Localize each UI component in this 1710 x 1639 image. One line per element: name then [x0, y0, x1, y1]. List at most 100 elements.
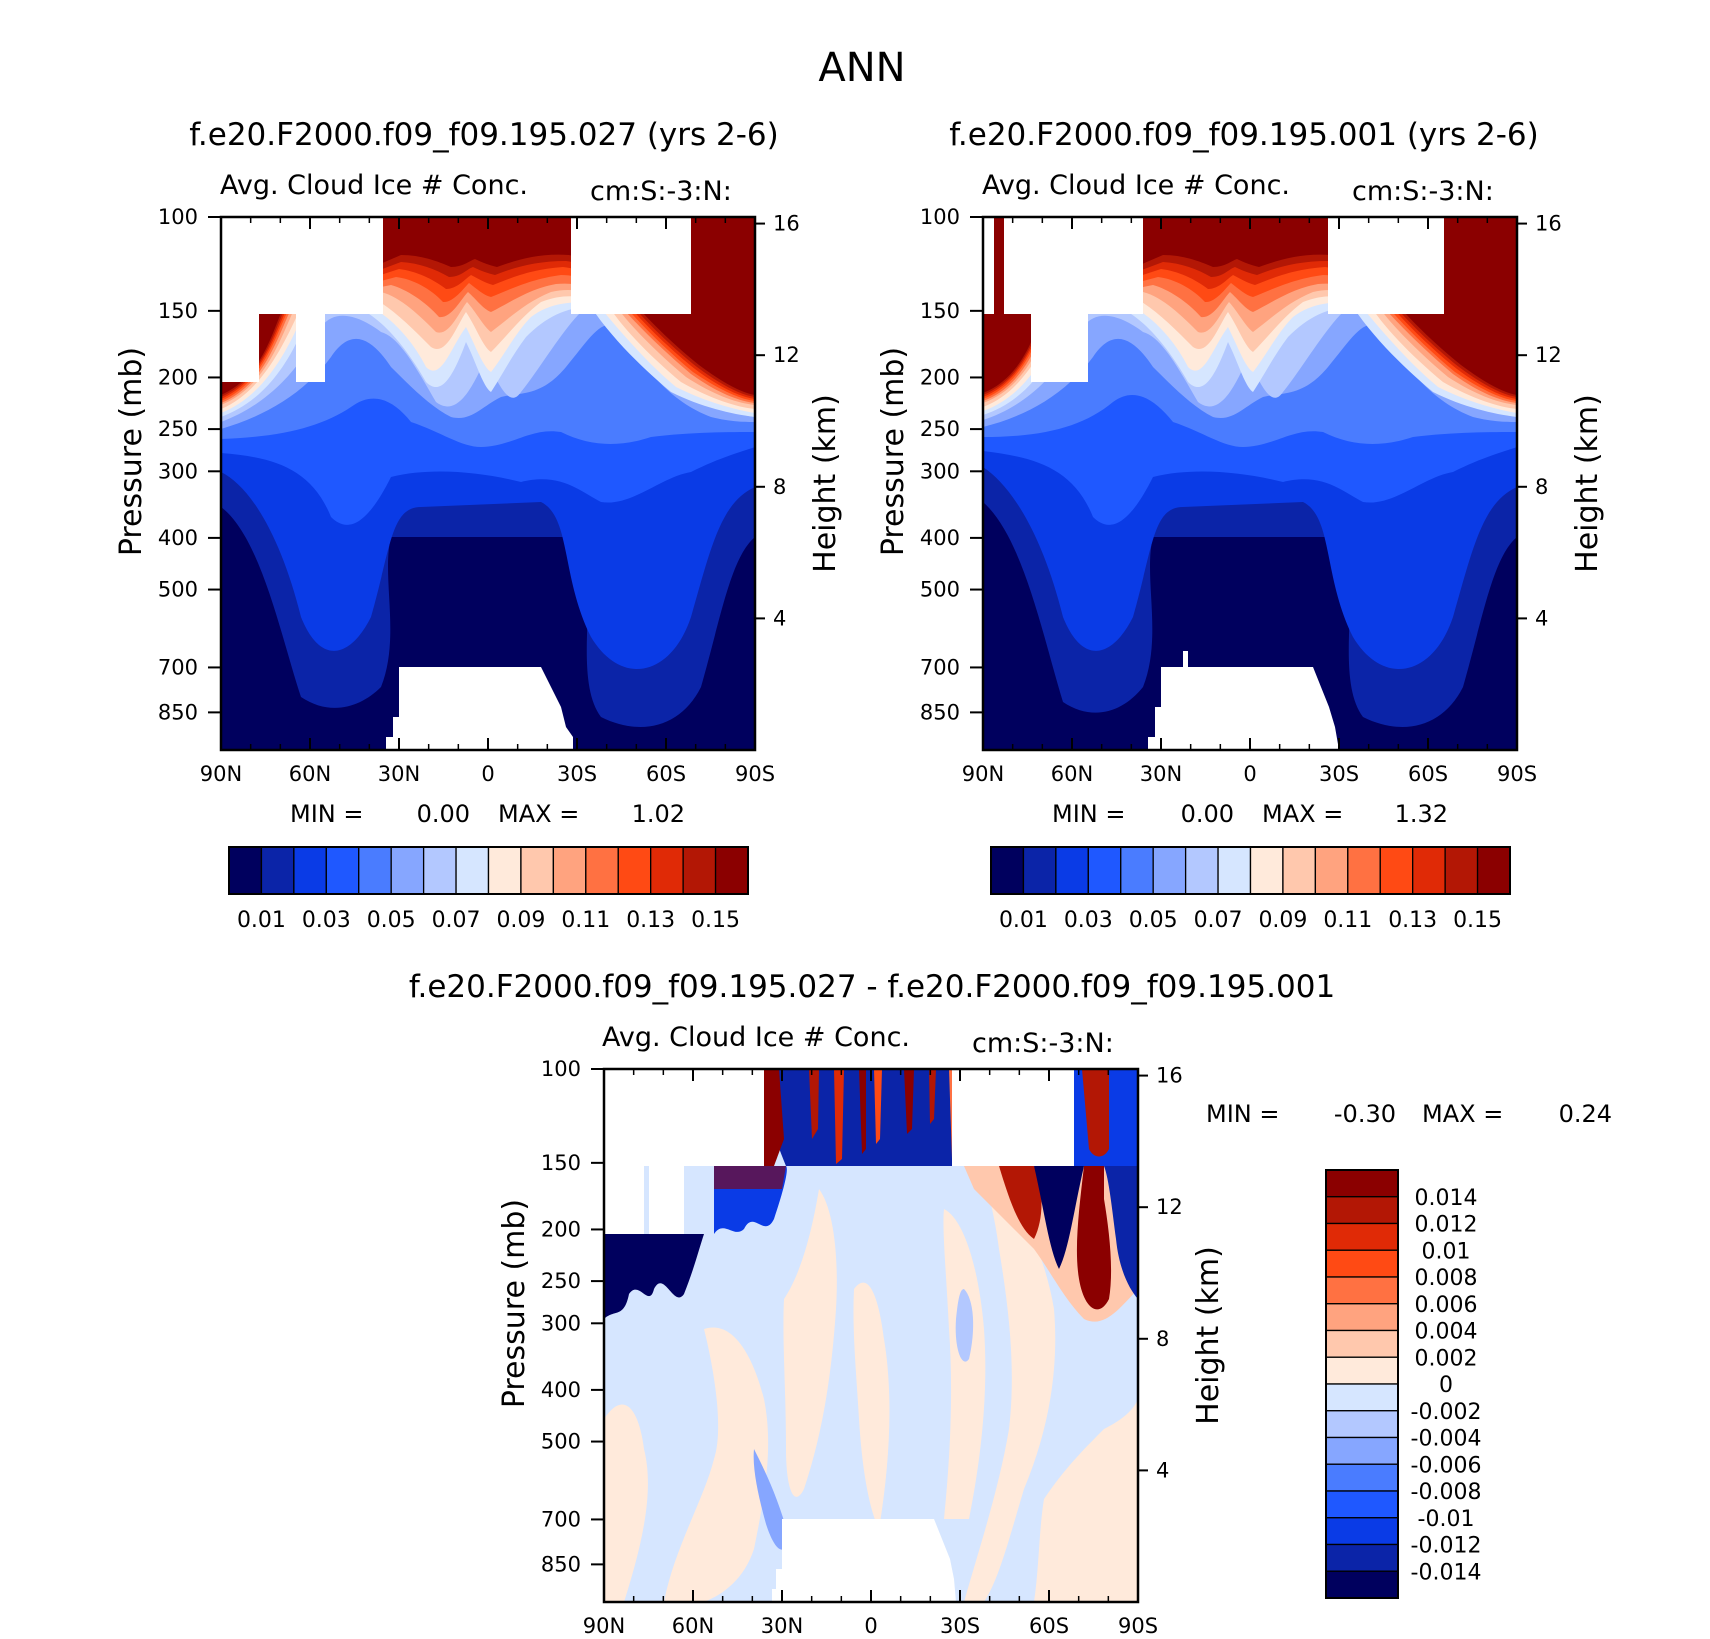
x-tick-label: 60N	[289, 762, 331, 786]
colorbar-swatch	[714, 846, 749, 895]
x-tick-label: 60S	[1029, 1614, 1069, 1638]
x-tick-label: 30S	[557, 762, 597, 786]
colorbar-swatch	[1325, 1196, 1399, 1225]
x-tick-label: 30S	[940, 1614, 980, 1638]
colorbar-label: 0.09	[496, 908, 545, 933]
x-tick-label: 90S	[1118, 1614, 1158, 1638]
colorbar-swatch	[1325, 1463, 1399, 1492]
colorbar-swatch	[1325, 1329, 1399, 1358]
diff-positive	[664, 1327, 769, 1602]
x-tick-label: 30N	[761, 1614, 803, 1638]
panel-test-max-value: 1.02	[632, 800, 685, 828]
diff-positive	[853, 1282, 890, 1529]
y2-tick-label: 12	[1535, 343, 1562, 367]
panel-test-variable: Avg. Cloud Ice # Conc.	[220, 170, 528, 201]
colorbar-label: 0.008	[1415, 1266, 1478, 1291]
panel-control-colorbar: 0.01 0.03 0.05 0.07 0.09 0.11 0.13 0.15	[990, 846, 1511, 933]
y-tick-label: 300	[541, 1311, 581, 1335]
diff-upper-mixed	[834, 1069, 844, 1164]
diff-upper-mixed	[764, 1069, 784, 1166]
x-tick-label: 0	[1243, 762, 1256, 786]
colorbar-label: 0.09	[1258, 908, 1307, 933]
colorbar-swatch	[1325, 1410, 1399, 1439]
colorbar-swatch	[1325, 1517, 1399, 1546]
panel-diff: f.e20.F2000.f09_f09.195.027 - f.e20.F200…	[409, 969, 1612, 1638]
diff-positive	[943, 1209, 986, 1519]
x-tick-label: 90N	[583, 1614, 625, 1638]
colorbar-label: 0.07	[1194, 908, 1243, 933]
y-tick-label: 250	[158, 417, 198, 441]
diff-positive	[1034, 1399, 1138, 1602]
diff-upper-mixed	[929, 1069, 936, 1124]
panel-test-plot	[221, 217, 755, 750]
mask-surface	[1148, 651, 1339, 750]
colorbar-swatch	[293, 846, 327, 895]
panel-control: f.e20.F2000.f09_f09.195.001 (yrs 2-6) Av…	[876, 117, 1605, 933]
colorbar-swatch	[1282, 846, 1317, 895]
colorbar-label: 0.03	[1064, 908, 1113, 933]
y-axis-label: Pressure (mb)	[114, 347, 149, 556]
x-tick-label: 30S	[1319, 762, 1359, 786]
colorbar-label: 0.11	[1323, 908, 1372, 933]
x-tick-label: 90S	[735, 762, 775, 786]
diff-upper-mixed	[874, 1069, 882, 1144]
colorbar-label: 0.13	[1388, 908, 1437, 933]
colorbar-label: 0.01	[1422, 1239, 1471, 1264]
colorbar-label: -0.014	[1411, 1560, 1482, 1585]
panel-diff-min-label: MIN =	[1206, 1100, 1279, 1128]
y-tick-label: 850	[158, 700, 198, 724]
panel-test-title: f.e20.F2000.f09_f09.195.027 (yrs 2-6)	[189, 117, 779, 153]
colorbar-frame	[1325, 1169, 1399, 1599]
panel-test-max-label: MAX =	[498, 800, 579, 828]
y2-tick-label: 8	[1535, 475, 1548, 499]
colorbar-swatch	[585, 846, 619, 895]
x-tick-label: 90N	[962, 762, 1004, 786]
colorbar-label: 0.004	[1415, 1320, 1478, 1345]
y-tick-label: 850	[541, 1552, 581, 1576]
diff-positive	[604, 1404, 648, 1602]
panel-diff-max-value: 0.24	[1559, 1100, 1612, 1128]
colorbar-swatch	[1087, 846, 1122, 895]
y2-axis-label: Height (km)	[1191, 1246, 1226, 1425]
panel-diff-axes: 90N 60N 30N 0 30S 60S 90S 100 150 200 250 300 400 500…	[497, 1057, 1226, 1638]
panel-control-axes: 90N 60N 30N 0 30S 60S 90S 100 150 200 250 300 400 500…	[876, 205, 1605, 786]
y-tick-label: 150	[920, 299, 960, 323]
colorbar-swatch	[358, 846, 392, 895]
y-tick-label: 200	[920, 365, 960, 389]
diff-right-blue	[1034, 1166, 1084, 1269]
x-tick-label: 60S	[1408, 762, 1448, 786]
y-tick-label: 100	[541, 1057, 581, 1081]
colorbar-swatch	[1325, 1249, 1399, 1278]
colorbar-swatch	[1184, 846, 1219, 895]
mask-strat	[952, 1069, 1074, 1166]
colorbar-label: 0.002	[1415, 1346, 1478, 1371]
panel-diff-title: f.e20.F2000.f09_f09.195.027 - f.e20.F200…	[409, 969, 1335, 1005]
diff-negative	[955, 1289, 974, 1362]
diff-right-red	[999, 1166, 1042, 1239]
colorbar-label: -0.004	[1411, 1427, 1482, 1452]
y-tick-label: 250	[920, 417, 960, 441]
y2-tick-label: 12	[773, 343, 800, 367]
mask-surface	[386, 667, 573, 750]
colorbar-swatch	[1325, 1356, 1399, 1385]
colorbar-swatch	[1325, 1383, 1399, 1412]
y-tick-label: 300	[158, 459, 198, 483]
y-tick-label: 400	[920, 526, 960, 550]
colorbar-label: 0.014	[1415, 1186, 1478, 1211]
y-tick-label: 700	[541, 1507, 581, 1531]
y-tick-label: 100	[920, 205, 960, 229]
panel-control-max-value: 1.32	[1395, 800, 1448, 828]
colorbar-label: 0.15	[1453, 908, 1502, 933]
diff-upper-mixed	[859, 1069, 866, 1154]
colorbar-swatch	[1325, 1303, 1399, 1332]
y2-tick-label: 8	[1156, 1327, 1169, 1351]
colorbar-label: -0.012	[1411, 1534, 1482, 1559]
panel-test-axes: 90N 60N 30N 0 30S 60S 90S 100 150 200 250 300 400 500…	[114, 205, 843, 786]
colorbar-swatch	[325, 846, 360, 895]
y-tick-label: 150	[541, 1151, 581, 1175]
colorbar-swatch	[1217, 846, 1252, 895]
colorbar-swatch	[1120, 846, 1154, 895]
x-tick-label: 60N	[672, 1614, 714, 1638]
y-tick-label: 500	[158, 578, 198, 602]
